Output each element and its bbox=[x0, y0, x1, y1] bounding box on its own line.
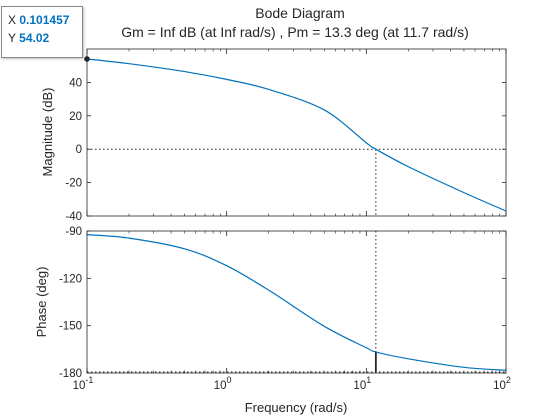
datatip-y-row: Y 54.02 bbox=[8, 29, 82, 47]
datatip-y-value: 54.02 bbox=[19, 31, 50, 45]
magnitude-axes: -40 -20 0 20 40 Magnitude (dB) bbox=[40, 48, 507, 223]
x-tick-label: 101 bbox=[353, 375, 371, 392]
datatip-x-label: X bbox=[8, 13, 17, 27]
datatip[interactable]: X 0.101457 Y 54.02 bbox=[1, 6, 83, 58]
datatip-x-row: X 0.101457 bbox=[8, 11, 82, 29]
magnitude-x-ticks bbox=[86, 49, 507, 216]
y-tick-label: -20 bbox=[65, 178, 82, 190]
x-tick-label: 102 bbox=[493, 375, 511, 392]
y-tick-label: -90 bbox=[65, 226, 82, 238]
datatip-y-label: Y bbox=[8, 31, 16, 45]
phase-axes-box bbox=[86, 230, 507, 374]
phase-ylabel: Phase (deg) bbox=[34, 267, 49, 338]
magnitude-y-ticks: -40 -20 0 20 40 bbox=[65, 77, 506, 223]
magnitude-axes-box bbox=[86, 48, 507, 217]
y-tick-label: -40 bbox=[65, 211, 82, 223]
y-tick-label: 20 bbox=[69, 111, 82, 123]
chart-subtitle: Gm = Inf dB (at Inf rad/s) , Pm = 13.3 d… bbox=[121, 24, 469, 40]
datatip-marker[interactable] bbox=[84, 56, 90, 62]
phase-y-ticks: -180 -150 -120 -90 bbox=[59, 226, 506, 380]
x-tick-label: 100 bbox=[214, 375, 232, 392]
y-tick-label: -120 bbox=[59, 273, 82, 285]
phase-series-line[interactable] bbox=[86, 234, 507, 371]
y-tick-label: 0 bbox=[76, 144, 82, 156]
magnitude-ylabel: Magnitude (dB) bbox=[40, 88, 55, 177]
y-tick-label: 40 bbox=[69, 77, 82, 89]
phase-axes: -180-150-120-90 10-1 100 101 102 Phase (deg… bbox=[34, 226, 511, 392]
frequency-xlabel: Frequency (rad/s) bbox=[245, 400, 348, 415]
chart-title: Bode Diagram bbox=[255, 5, 345, 21]
magnitude-series-line[interactable] bbox=[86, 58, 507, 212]
datatip-x-value: 0.101457 bbox=[19, 13, 70, 27]
y-tick-label: -150 bbox=[59, 321, 82, 333]
y-tick-label: -180 bbox=[59, 368, 82, 380]
